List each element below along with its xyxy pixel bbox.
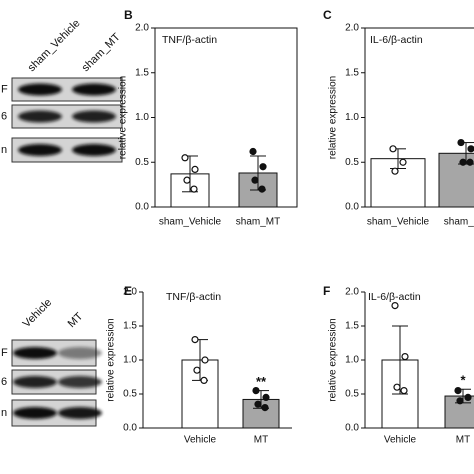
y-tick-label: 0.5 xyxy=(345,389,359,400)
blot-band xyxy=(13,376,57,388)
x-tick-label: Vehicle xyxy=(384,435,417,446)
data-point xyxy=(201,356,209,364)
y-tick-label: 0.0 xyxy=(123,423,137,434)
blot-band xyxy=(18,110,62,123)
blot-band xyxy=(58,407,102,419)
row-label: F xyxy=(1,83,8,95)
data-point xyxy=(190,185,198,193)
blot-band xyxy=(13,407,57,419)
y-axis-label: relative expression xyxy=(118,76,129,159)
y-tick-label: 0.0 xyxy=(345,202,359,213)
y-tick-label: 1.0 xyxy=(345,355,359,366)
data-point xyxy=(258,185,266,193)
blot-band xyxy=(72,83,116,96)
y-tick-label: 2.0 xyxy=(123,287,137,298)
chart-title: IL-6/β-actin xyxy=(370,34,423,46)
data-point xyxy=(191,336,199,344)
data-point xyxy=(183,176,191,184)
data-point xyxy=(454,387,462,395)
data-point xyxy=(191,165,199,174)
y-tick-label: 2.0 xyxy=(345,23,359,34)
plot-frame xyxy=(154,27,298,208)
row-label: 6 xyxy=(1,376,7,388)
data-point xyxy=(393,383,401,391)
lane-label: sham_Vehicle xyxy=(26,17,83,74)
y-tick-label: 1.5 xyxy=(345,321,359,332)
panel-letter: E xyxy=(124,284,132,298)
data-point xyxy=(391,167,399,175)
y-axis-label: relative expression xyxy=(328,318,339,401)
significance: ** xyxy=(256,374,267,389)
blot-band xyxy=(58,347,102,359)
y-tick-label: 0.5 xyxy=(123,389,137,400)
data-point xyxy=(262,393,270,401)
data-point xyxy=(200,376,208,384)
data-point xyxy=(181,154,189,162)
y-tick-label: 2.0 xyxy=(345,287,359,298)
y-tick-label: 0.0 xyxy=(345,423,359,434)
blot-band xyxy=(18,83,62,96)
lane-label: MT xyxy=(66,310,86,330)
chart-title: TNF/β-actin xyxy=(162,34,217,46)
y-tick-label: 0.5 xyxy=(345,157,359,168)
data-point xyxy=(467,145,474,153)
y-tick-label: 1.0 xyxy=(123,355,137,366)
data-point xyxy=(401,353,409,361)
data-point xyxy=(193,366,201,374)
panel-letter: B xyxy=(124,8,133,22)
lane-label: Vehicle xyxy=(21,297,55,331)
y-tick-label: 1.0 xyxy=(135,112,149,123)
chart-title: IL-6/β-actin xyxy=(368,291,421,303)
blot-band xyxy=(13,347,57,359)
data-point xyxy=(251,176,259,184)
blot-band xyxy=(18,144,62,156)
data-point xyxy=(400,387,408,395)
blot-band xyxy=(72,110,116,123)
y-tick-label: 0.0 xyxy=(135,202,149,213)
data-point xyxy=(249,147,257,156)
row-label: n xyxy=(1,144,7,156)
chart-title: TNF/β-actin xyxy=(166,291,221,303)
significance: * xyxy=(460,373,466,388)
blot-band xyxy=(72,144,116,156)
y-tick-label: 1.0 xyxy=(345,112,359,123)
blot-band xyxy=(58,376,102,388)
data-point xyxy=(254,400,262,408)
data-point xyxy=(391,302,399,310)
data-point xyxy=(261,404,269,412)
data-point xyxy=(457,138,465,147)
row-label: F xyxy=(1,347,8,359)
x-tick-label: sham_MT xyxy=(444,217,474,228)
y-tick-label: 1.5 xyxy=(345,67,359,78)
y-axis-label: relative expression xyxy=(106,318,117,401)
data-point xyxy=(389,145,397,153)
row-label: 6 xyxy=(1,110,7,122)
lane-label: sham_MT xyxy=(80,31,123,74)
row-label: n xyxy=(1,407,7,419)
x-tick-label: sham_Vehicle xyxy=(367,217,430,228)
y-axis-label: relative expression xyxy=(328,76,339,159)
x-tick-label: MT xyxy=(254,435,268,446)
panel-letter: C xyxy=(323,8,332,22)
x-tick-label: Vehicle xyxy=(184,435,217,446)
y-tick-label: 2.0 xyxy=(135,23,149,34)
y-tick-label: 0.5 xyxy=(135,157,149,168)
x-tick-label: MT xyxy=(456,435,470,446)
data-point xyxy=(466,158,474,166)
x-tick-label: sham_Vehicle xyxy=(159,217,222,228)
x-tick-label: sham_MT xyxy=(236,217,280,228)
y-tick-label: 1.5 xyxy=(135,67,149,78)
data-point xyxy=(399,158,407,166)
data-point xyxy=(464,393,472,401)
data-point xyxy=(259,163,267,171)
panel-letter: F xyxy=(323,284,330,298)
data-point xyxy=(456,397,464,405)
data-point xyxy=(459,158,467,166)
y-tick-label: 1.5 xyxy=(123,321,137,332)
data-point xyxy=(252,387,260,395)
